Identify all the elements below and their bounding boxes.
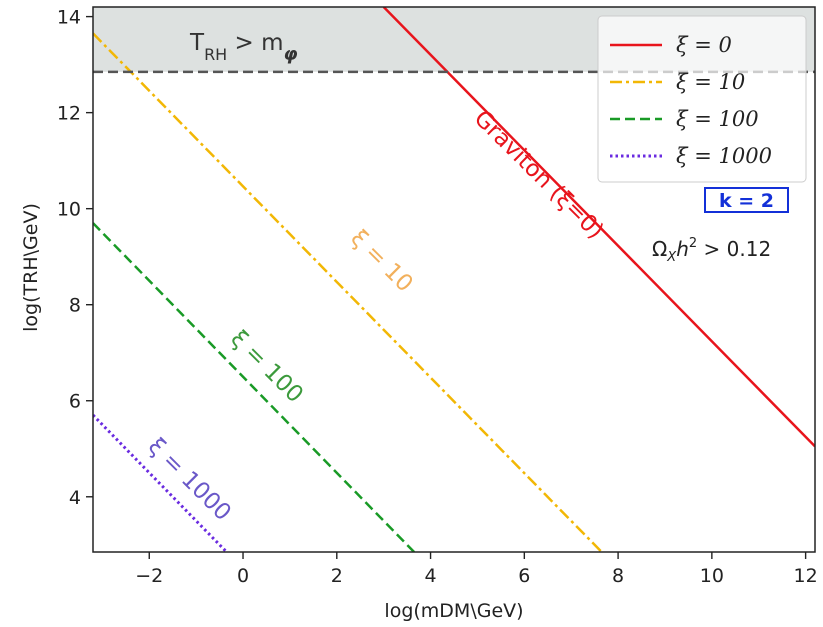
y-tick-label: 4 <box>69 487 81 509</box>
y-tick-label: 12 <box>57 103 81 125</box>
plot-frame <box>92 6 816 553</box>
curve-annotation-3: ξ = 1000 <box>143 433 236 526</box>
badge-box <box>704 187 789 213</box>
curve-annotation-1: ξ = 10 <box>345 225 417 297</box>
series-line-0 <box>382 7 815 448</box>
legend-label-2: ξ = 100 <box>676 107 759 131</box>
y-tick-label: 10 <box>57 199 81 221</box>
legend-label-0: ξ = 0 <box>676 33 732 57</box>
x-tick-label: 8 <box>612 565 624 587</box>
x-tick-label: 6 <box>518 565 530 587</box>
x-tick-label: 4 <box>425 565 437 587</box>
x-tick-label: 2 <box>331 565 343 587</box>
series-line-3 <box>93 414 228 552</box>
legend-box <box>597 15 807 183</box>
curve-annotation-2: ξ = 100 <box>225 326 308 408</box>
x-tick-label: 0 <box>237 565 249 587</box>
legend-label-3: ξ = 1000 <box>676 144 772 168</box>
x-axis-title: log(mDM\GeV) <box>384 600 523 622</box>
x-tick-label: 10 <box>700 565 724 587</box>
y-tick-label: 6 <box>69 391 81 413</box>
axes: −2 0 2 4 6 8 10 12 4 6 8 10 12 14 log(mDM\GeV) log(TRH\… <box>20 6 818 622</box>
relic-density-label: ΩXh2 > 0.12 <box>652 236 771 265</box>
series-line-1 <box>93 32 603 552</box>
legend-label-1: ξ = 10 <box>676 70 745 94</box>
y-tick-label: 8 <box>69 295 81 317</box>
x-tick-label: −2 <box>135 565 163 587</box>
y-tick-label: 14 <box>57 7 81 29</box>
x-tick-label: 12 <box>794 565 818 587</box>
series-line-2 <box>93 222 415 552</box>
y-axis-title: log(TRH\GeV) <box>20 203 42 332</box>
curve-annotation-0: Graviton (ξ=0) <box>469 105 609 244</box>
region-label: TRH > mφ <box>189 30 298 65</box>
legend: ξ = 0 ξ = 10 ξ = 100 ξ = 1000 <box>597 15 807 183</box>
badge-label: k = 2 <box>719 190 774 212</box>
